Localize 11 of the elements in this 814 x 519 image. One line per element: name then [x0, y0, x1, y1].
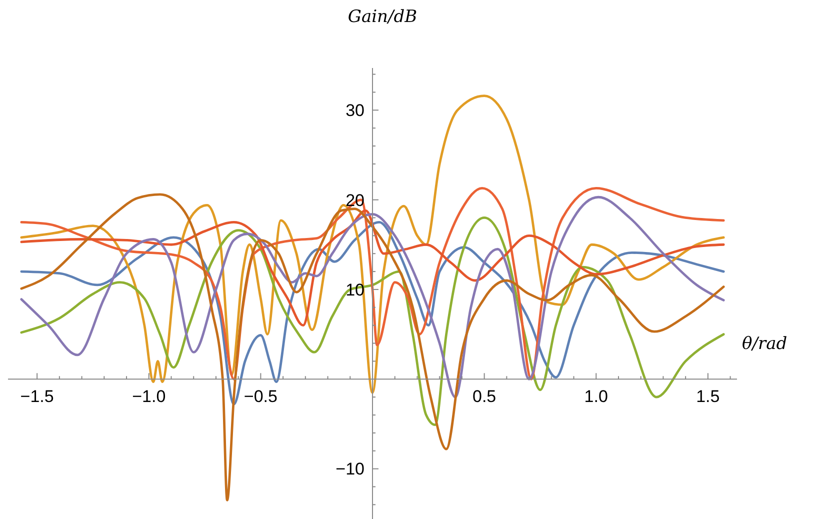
x-tick-label: −1.5	[20, 387, 54, 406]
y-tick-label: 30	[346, 101, 364, 120]
x-tick-label: −1.0	[132, 387, 166, 406]
x-axis-title: θ/rad	[742, 334, 788, 354]
y-tick-label: −10	[336, 460, 364, 479]
x-tick-label: −0.5	[244, 387, 278, 406]
y-axis-title: Gain/dB	[348, 7, 418, 27]
x-tick-label: 1.0	[584, 387, 608, 406]
line-series	[20, 193, 725, 502]
x-tick-label: 0.5	[472, 387, 496, 406]
x-tick-label: 1.5	[696, 387, 720, 406]
